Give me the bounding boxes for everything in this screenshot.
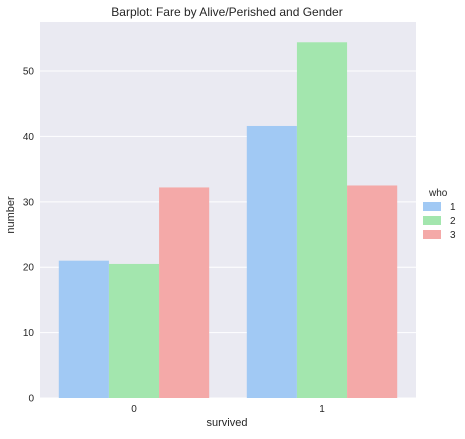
legend-title: who <box>428 188 448 199</box>
legend-swatch-3 <box>423 230 441 239</box>
legend-swatch-1 <box>423 202 441 211</box>
x-tick-label: 0 <box>131 404 137 415</box>
y-tick-label: 50 <box>23 67 35 78</box>
y-tick-label: 10 <box>23 328 35 339</box>
y-tick-label: 40 <box>23 132 35 143</box>
legend-label-1: 1 <box>450 202 456 213</box>
bar-1-series-1 <box>246 125 297 399</box>
chart-title: Barplot: Fare by Alive/Perished and Gend… <box>111 5 342 19</box>
y-tick-label: 0 <box>28 394 34 405</box>
y-tick-label: 20 <box>23 263 35 274</box>
bar-0-series-2 <box>108 263 160 398</box>
bar-1-series-3 <box>347 185 398 398</box>
x-tick-label: 1 <box>319 404 325 415</box>
y-tick-label: 30 <box>23 197 35 208</box>
bar-0-series-1 <box>58 260 109 398</box>
bar-0-series-3 <box>159 187 210 398</box>
y-axis-label: number <box>5 196 17 234</box>
x-axis-label: survived <box>207 417 248 429</box>
legend-label-2: 2 <box>450 216 456 227</box>
bar-1-series-2 <box>296 42 348 399</box>
legend-label-3: 3 <box>450 230 456 241</box>
legend-swatch-2 <box>423 216 441 225</box>
